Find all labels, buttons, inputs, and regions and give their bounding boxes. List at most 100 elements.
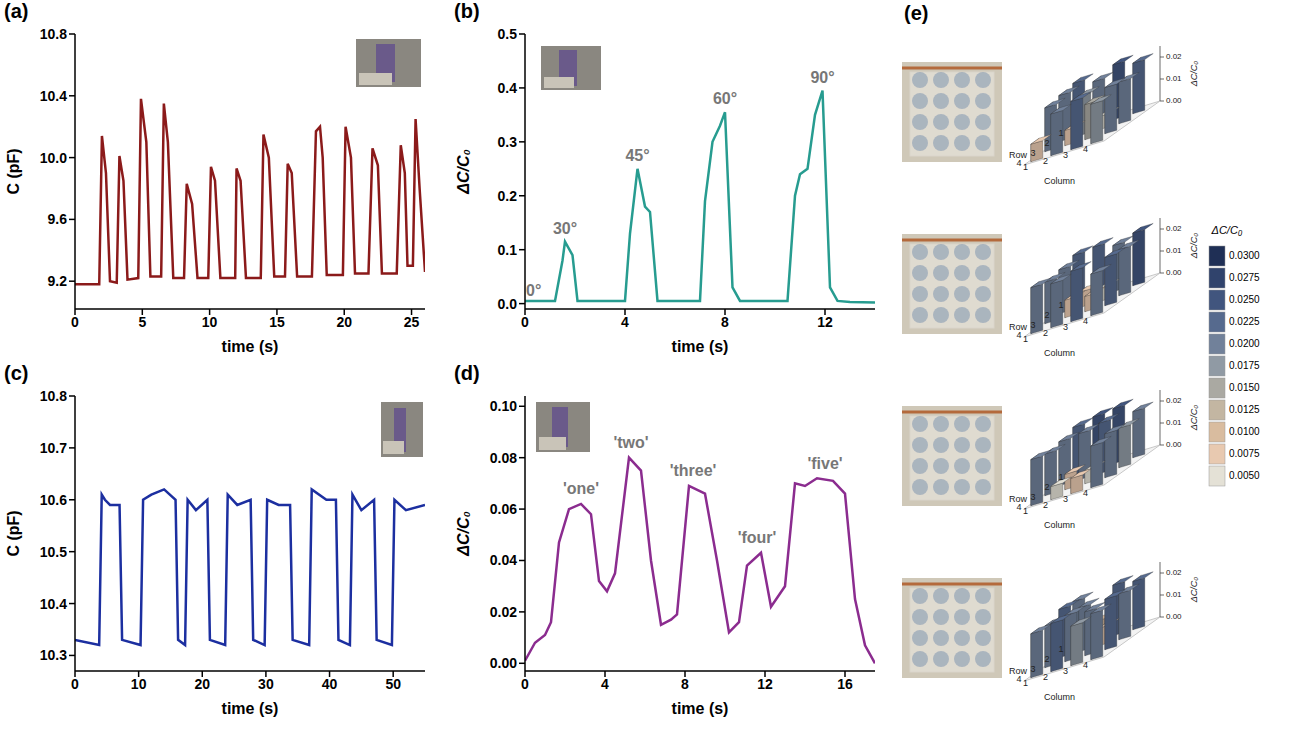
svg-text:50: 50 (385, 676, 401, 692)
svg-text:0.10: 0.10 (490, 398, 517, 414)
svg-text:Column: Column (1044, 348, 1075, 358)
svg-text:4: 4 (601, 676, 609, 692)
svg-text:time (s): time (s) (672, 338, 729, 355)
svg-text:3: 3 (1030, 148, 1035, 158)
svg-text:0.02: 0.02 (1166, 568, 1182, 577)
svg-text:3: 3 (1063, 666, 1068, 676)
svg-text:4: 4 (621, 314, 629, 330)
svg-text:4: 4 (1083, 316, 1088, 326)
svg-text:2: 2 (1043, 672, 1048, 682)
svg-text:0.0275: 0.0275 (1229, 272, 1260, 283)
svg-text:0.00: 0.00 (1166, 268, 1182, 277)
svg-text:1: 1 (1058, 300, 1063, 310)
svg-text:time (s): time (s) (222, 338, 279, 355)
svg-text:0: 0 (521, 676, 529, 692)
svg-text:'five': 'five' (807, 455, 842, 472)
svg-text:ΔC/C₀: ΔC/C₀ (1189, 233, 1199, 260)
svg-text:0.0150: 0.0150 (1229, 382, 1260, 393)
svg-text:0.02: 0.02 (490, 604, 517, 620)
svg-text:3: 3 (1063, 494, 1068, 504)
svg-text:2: 2 (1044, 482, 1049, 492)
svg-text:2: 2 (1044, 654, 1049, 664)
svg-text:0.0300: 0.0300 (1229, 250, 1260, 261)
svg-text:30: 30 (258, 676, 274, 692)
svg-text:3: 3 (1063, 150, 1068, 160)
svg-text:3: 3 (1063, 322, 1068, 332)
svg-text:0.04: 0.04 (490, 552, 517, 568)
svg-text:2: 2 (1043, 328, 1048, 338)
svg-text:10.8: 10.8 (40, 26, 67, 42)
svg-text:0.0175: 0.0175 (1229, 360, 1260, 371)
svg-text:Column: Column (1044, 520, 1075, 530)
svg-text:4: 4 (1083, 144, 1088, 154)
svg-text:3: 3 (1030, 320, 1035, 330)
svg-text:9.2: 9.2 (48, 273, 68, 289)
svg-text:0.0125: 0.0125 (1229, 404, 1260, 415)
svg-text:4: 4 (1083, 660, 1088, 670)
svg-text:time (s): time (s) (222, 700, 279, 717)
svg-text:15: 15 (269, 314, 285, 330)
svg-text:0.00: 0.00 (1166, 96, 1182, 105)
svg-text:ΔC/C₀: ΔC/C₀ (1189, 61, 1199, 88)
svg-text:2: 2 (1044, 138, 1049, 148)
svg-text:ΔC/C₀: ΔC/C₀ (455, 149, 472, 195)
svg-text:60°: 60° (713, 90, 737, 107)
svg-text:16: 16 (837, 676, 853, 692)
svg-text:0.08: 0.08 (490, 450, 517, 466)
svg-text:1: 1 (1058, 472, 1063, 482)
svg-text:25: 25 (404, 314, 420, 330)
svg-text:0.0050: 0.0050 (1229, 470, 1260, 481)
svg-text:0.0200: 0.0200 (1229, 338, 1260, 349)
svg-text:C (pF): C (pF) (5, 148, 22, 194)
svg-text:30°: 30° (553, 220, 577, 237)
svg-text:45°: 45° (625, 147, 649, 164)
svg-text:2: 2 (1043, 500, 1048, 510)
svg-text:0.3: 0.3 (498, 134, 518, 150)
svg-text:0: 0 (71, 314, 79, 330)
svg-text:0°: 0° (526, 282, 541, 299)
svg-text:0.02: 0.02 (1166, 224, 1182, 233)
svg-text:0.2: 0.2 (498, 188, 518, 204)
svg-text:0.5: 0.5 (498, 26, 518, 42)
svg-text:10.3: 10.3 (40, 647, 67, 663)
svg-text:1: 1 (1058, 128, 1063, 138)
svg-text:Row: Row (1009, 666, 1028, 676)
svg-text:10.4: 10.4 (40, 596, 67, 612)
svg-text:0.01: 0.01 (1166, 590, 1182, 599)
svg-text:3: 3 (1030, 492, 1035, 502)
svg-text:20: 20 (194, 676, 210, 692)
svg-text:Row: Row (1009, 494, 1028, 504)
svg-text:2: 2 (1043, 156, 1048, 166)
svg-text:10.5: 10.5 (40, 544, 67, 560)
svg-text:40: 40 (322, 676, 338, 692)
svg-text:ΔC/C₀: ΔC/C₀ (455, 511, 472, 557)
svg-text:0.0225: 0.0225 (1229, 316, 1260, 327)
svg-text:0: 0 (71, 676, 79, 692)
svg-text:1: 1 (1023, 678, 1028, 688)
svg-text:time (s): time (s) (672, 700, 729, 717)
svg-text:4: 4 (1083, 488, 1088, 498)
svg-text:1: 1 (1023, 334, 1028, 344)
svg-text:90°: 90° (810, 69, 834, 86)
svg-text:10.6: 10.6 (40, 492, 67, 508)
svg-text:0.00: 0.00 (490, 655, 517, 671)
svg-text:'three': 'three' (670, 462, 717, 479)
svg-text:10: 10 (202, 314, 218, 330)
svg-text:9.6: 9.6 (48, 211, 68, 227)
svg-text:0.01: 0.01 (1166, 74, 1182, 83)
svg-text:8: 8 (681, 676, 689, 692)
svg-text:5: 5 (138, 314, 146, 330)
svg-text:'two': 'two' (613, 434, 648, 451)
svg-text:ΔC/C₀: ΔC/C₀ (1211, 224, 1243, 236)
svg-text:0.01: 0.01 (1166, 418, 1182, 427)
svg-text:10: 10 (131, 676, 147, 692)
svg-text:10.0: 10.0 (40, 150, 67, 166)
svg-text:Row: Row (1009, 150, 1028, 160)
svg-text:0.06: 0.06 (490, 501, 517, 517)
svg-text:12: 12 (817, 314, 833, 330)
svg-text:0.0: 0.0 (498, 296, 518, 312)
svg-text:Column: Column (1044, 176, 1075, 186)
svg-text:0.02: 0.02 (1166, 396, 1182, 405)
svg-text:10.4: 10.4 (40, 88, 67, 104)
svg-text:10.7: 10.7 (40, 440, 67, 456)
